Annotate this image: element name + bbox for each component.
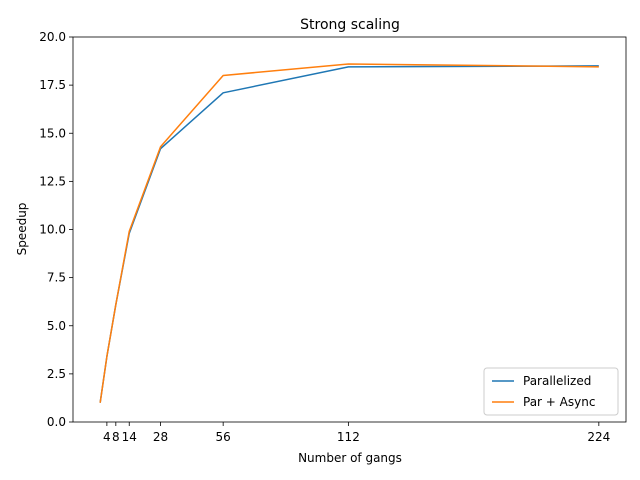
x-tick-label: 56 <box>216 430 231 444</box>
x-tick-label: 8 <box>112 430 120 444</box>
x-tick-label: 224 <box>587 430 610 444</box>
y-tick-label: 15.0 <box>39 126 66 140</box>
y-axis-label: Speedup <box>15 203 29 256</box>
y-tick-label: 5.0 <box>47 319 66 333</box>
legend-box <box>483 367 619 416</box>
y-tick-label: 17.5 <box>39 78 66 92</box>
x-axis-label: Number of gangs <box>298 451 402 465</box>
x-tick-label: 28 <box>153 430 168 444</box>
y-axis-ticks: 0.0 2.5 5.0 7.5 10.0 12.5 15.0 17.5 20.0 <box>39 30 73 429</box>
x-tick-label: 112 <box>337 430 360 444</box>
y-tick-label: 10.0 <box>39 223 66 237</box>
x-axis-ticks: 4 8 14 28 56 112 224 <box>103 422 610 444</box>
plot-lines <box>99 63 599 403</box>
y-tick-label: 12.5 <box>39 174 66 188</box>
y-tick-label: 7.5 <box>47 271 66 285</box>
chart-title: Strong scaling <box>300 17 400 33</box>
legend-label: Parallelized <box>523 374 591 388</box>
series-line-1 <box>99 65 599 403</box>
series-line-2 <box>99 63 599 403</box>
legend-label: Par + Async <box>523 395 595 409</box>
x-tick-label: 14 <box>122 430 137 444</box>
x-tick-label: 4 <box>103 430 111 444</box>
legend: Parallelized Par + Async <box>483 367 619 416</box>
plot-frame <box>72 36 627 423</box>
y-tick-label: 2.5 <box>47 367 66 381</box>
y-tick-label: 0.0 <box>47 415 66 429</box>
y-tick-label: 20.0 <box>39 30 66 44</box>
